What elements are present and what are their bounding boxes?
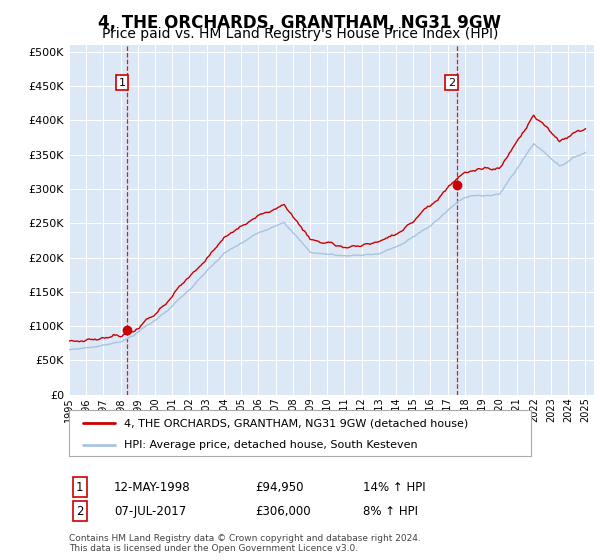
Text: 2: 2: [76, 505, 83, 518]
Text: Price paid vs. HM Land Registry's House Price Index (HPI): Price paid vs. HM Land Registry's House …: [102, 27, 498, 41]
Text: HPI: Average price, detached house, South Kesteven: HPI: Average price, detached house, Sout…: [124, 440, 418, 450]
Text: 1: 1: [118, 77, 125, 87]
Text: 8% ↑ HPI: 8% ↑ HPI: [363, 505, 418, 518]
Text: 4, THE ORCHARDS, GRANTHAM, NG31 9GW: 4, THE ORCHARDS, GRANTHAM, NG31 9GW: [98, 14, 502, 32]
Text: 1: 1: [76, 480, 83, 494]
Text: 2: 2: [448, 77, 455, 87]
Text: Contains HM Land Registry data © Crown copyright and database right 2024.
This d: Contains HM Land Registry data © Crown c…: [69, 534, 421, 553]
Text: 12-MAY-1998: 12-MAY-1998: [114, 480, 191, 494]
Text: 4, THE ORCHARDS, GRANTHAM, NG31 9GW (detached house): 4, THE ORCHARDS, GRANTHAM, NG31 9GW (det…: [124, 418, 469, 428]
Text: 07-JUL-2017: 07-JUL-2017: [114, 505, 186, 518]
Text: 14% ↑ HPI: 14% ↑ HPI: [363, 480, 425, 494]
Text: £306,000: £306,000: [255, 505, 311, 518]
Text: £94,950: £94,950: [255, 480, 304, 494]
